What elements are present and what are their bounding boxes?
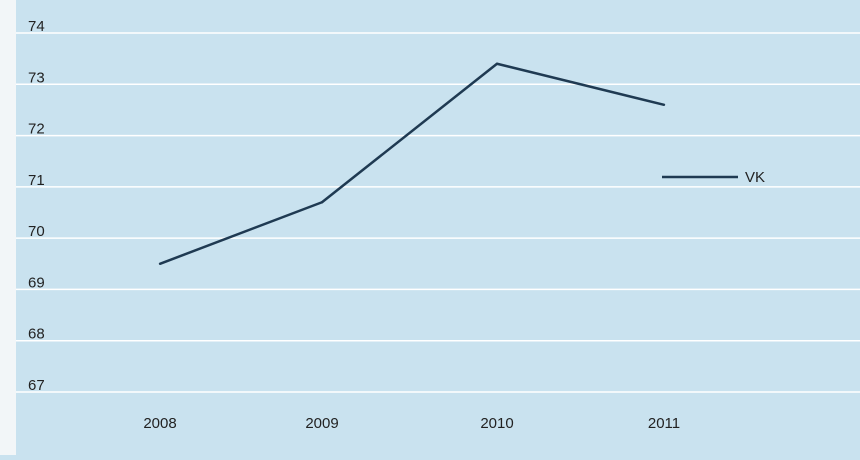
y-tick-label: 70 [28,223,45,240]
y-tick-label: 69 [28,274,45,291]
y-tick-label: 74 [28,18,45,35]
x-axis-tick-labels: 2008 2009 2010 2011 [143,415,680,432]
x-tick-label: 2011 [648,415,680,432]
legend-label-vk: VK [745,169,765,186]
grid-lines [16,32,860,393]
data-point [320,201,324,204]
y-tick-label: 67 [28,377,45,394]
x-tick-label: 2008 [143,415,176,432]
y-axis-tick-labels: 67 68 69 70 71 72 73 74 [28,18,45,394]
y-tick-label: 71 [28,172,45,189]
data-point [158,262,162,265]
y-tick-label: 68 [28,326,45,343]
y-tick-label: 73 [28,69,45,86]
x-tick-label: 2009 [305,415,338,432]
data-point [662,103,666,107]
x-tick-label: 2010 [480,415,513,432]
left-margin-strip [0,0,16,455]
legend: VK [662,169,765,186]
data-point [495,62,499,65]
series-lines [158,62,666,265]
series-line-vk [159,62,665,265]
y-tick-label: 72 [28,121,45,138]
